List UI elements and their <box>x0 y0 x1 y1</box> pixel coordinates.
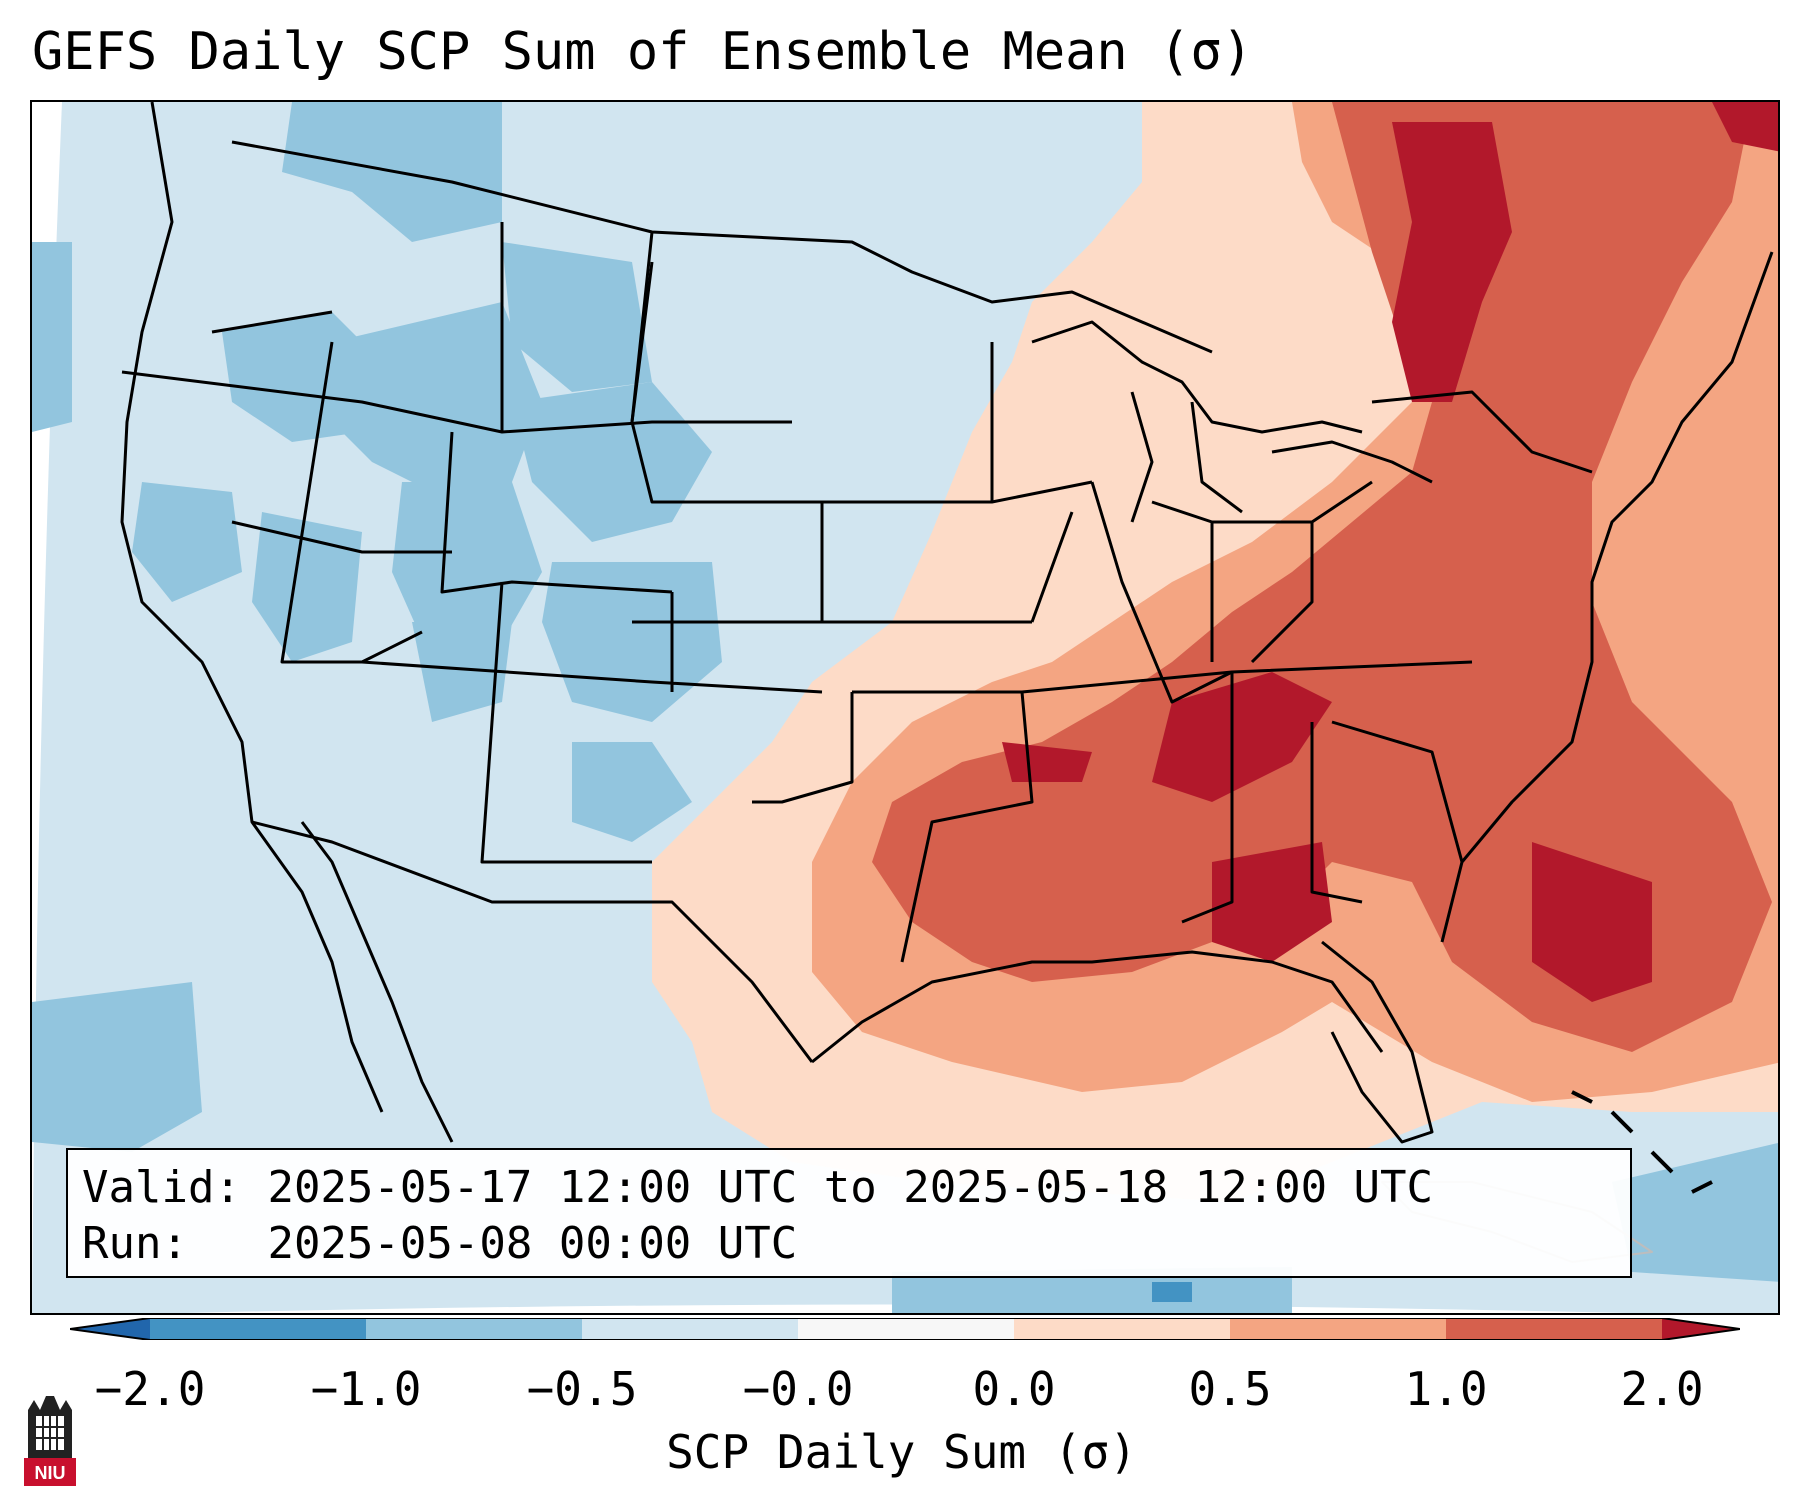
niu-logo-text: NIU <box>35 1463 66 1483</box>
valid-label: Valid: <box>82 1162 241 1213</box>
colorbar-segment-1 <box>150 1318 366 1340</box>
colorbar-tick-label: −0.0 <box>742 1362 854 1416</box>
colorbar-segment-2 <box>366 1318 582 1340</box>
mexico-border <box>251 820 814 1063</box>
baja-peninsula <box>300 821 454 1143</box>
field-red-region <box>872 102 1772 1052</box>
niu-logo: NIU <box>24 1396 76 1486</box>
east-coast <box>1440 251 1774 943</box>
colorbar-label: SCP Daily Sum (σ) <box>666 1425 1137 1479</box>
run-value: 2025-05-08 00:00 UTC <box>267 1218 798 1269</box>
florida <box>1321 940 1434 1144</box>
colorbar-tick-label: 1.0 <box>1404 1362 1488 1416</box>
field-dark-red-patches <box>1002 102 1778 1002</box>
gulf-coast <box>811 950 1384 1064</box>
run-label: Run: <box>82 1218 188 1269</box>
scp-map <box>30 100 1780 1315</box>
great-lakes <box>1031 320 1433 523</box>
colorbar-tick-label: −0.5 <box>526 1362 638 1416</box>
colorbar-tick-label: −1.0 <box>310 1362 422 1416</box>
boundaries <box>120 102 1774 1263</box>
map-title: GEFS Daily SCP Sum of Ensemble Mean (σ) <box>32 22 1253 82</box>
colorbar-segment-4 <box>798 1318 1014 1340</box>
colorbar-extend-high <box>1662 1318 1740 1340</box>
canada-border <box>231 140 1213 354</box>
colorbar-segment-3 <box>582 1318 798 1340</box>
colorbar-tick-label: 0.5 <box>1188 1362 1272 1416</box>
colorbar-tick-label: 2.0 <box>1620 1362 1704 1416</box>
colorbar <box>70 1318 1740 1340</box>
coastline-west <box>120 102 384 1113</box>
colorbar-segment-7 <box>1446 1318 1662 1340</box>
state-lines-west <box>121 222 823 864</box>
colorbar-tick-label: 0.0 <box>972 1362 1056 1416</box>
bahamas-islands <box>1571 1090 1713 1194</box>
valid-value: 2025-05-17 12:00 UTC to 2025-05-18 12:00… <box>267 1162 1434 1213</box>
field-dark-blue-patch <box>1152 1282 1192 1302</box>
validity-info-box: Valid: 2025-05-17 12:00 UTC to 2025-05-1… <box>66 1148 1632 1278</box>
colorbar-segment-5 <box>1014 1318 1230 1340</box>
colorbar-segment-6 <box>1230 1318 1446 1340</box>
state-lines-east <box>990 342 1593 924</box>
colorbar-extend-low <box>70 1318 150 1340</box>
colorbar-tick-label: −2.0 <box>94 1362 206 1416</box>
